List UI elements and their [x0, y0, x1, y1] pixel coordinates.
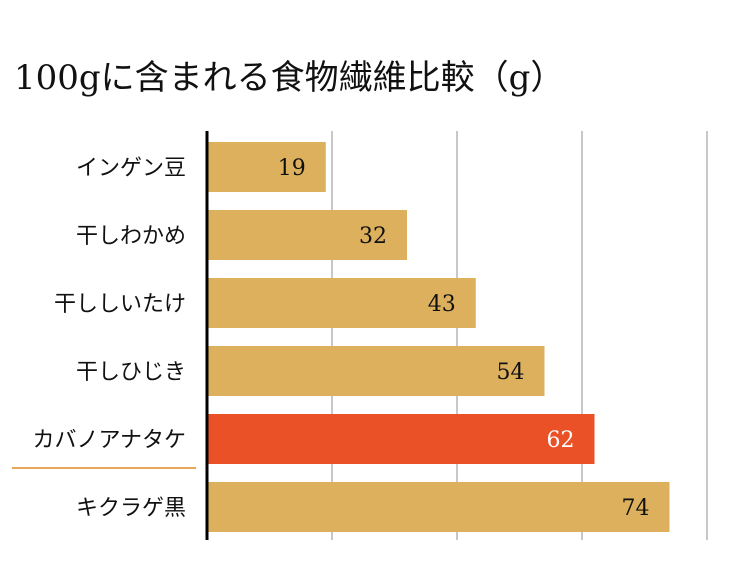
value-label: 54 [497, 360, 525, 385]
bar [207, 414, 595, 464]
category-label: カバノアナタケ [32, 428, 186, 453]
value-label: 32 [359, 224, 387, 249]
category-label: キクラゲ黒 [76, 496, 186, 521]
bar [207, 210, 407, 260]
category-label: 干しわかめ [76, 224, 186, 249]
category-label: 干ししいたけ [54, 292, 186, 317]
bar [207, 142, 326, 192]
value-labels: 19 32 43 54 62 74 [278, 156, 650, 521]
bar [207, 278, 476, 328]
value-label: 62 [547, 428, 575, 453]
bar [207, 482, 670, 532]
value-label: 74 [622, 496, 650, 521]
category-label: 干しひじき [76, 360, 186, 385]
bars [207, 142, 670, 532]
bar [207, 346, 545, 396]
value-label: 19 [278, 156, 306, 181]
grid-lines [331, 131, 708, 540]
value-label: 43 [428, 292, 456, 317]
category-label: インゲン豆 [76, 156, 186, 181]
chart-title: 100gに含まれる食物繊維比較（g） [14, 58, 565, 98]
